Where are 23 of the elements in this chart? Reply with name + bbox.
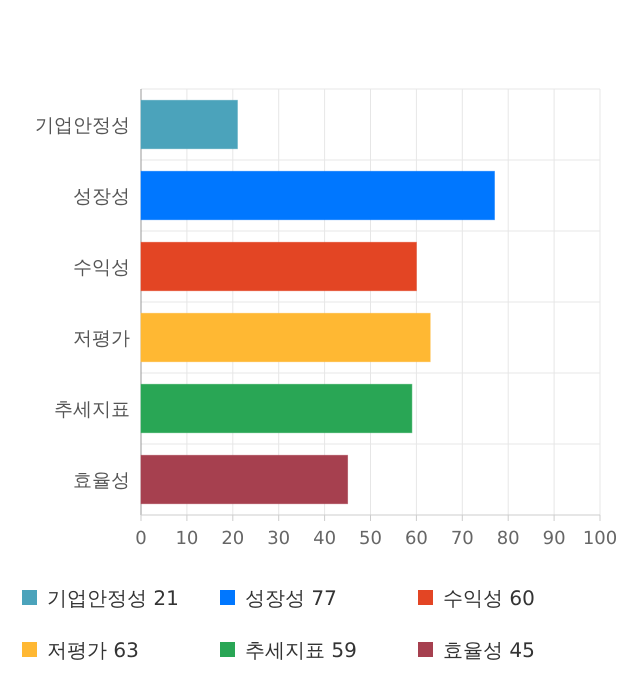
x-tick-label: 70 — [450, 528, 474, 549]
legend-label: 효율성 45 — [443, 638, 535, 662]
x-tick-label: 0 — [135, 528, 147, 549]
x-tick-label: 10 — [175, 528, 198, 549]
legend-label: 저평가 63 — [47, 638, 139, 662]
x-tick-label: 20 — [221, 528, 244, 549]
legend-label: 기업안정성 21 — [47, 586, 179, 610]
x-tick-label: 30 — [267, 528, 290, 549]
legend-label: 추세지표 59 — [245, 638, 357, 662]
x-tick-label: 40 — [313, 528, 336, 549]
x-tick-label: 60 — [404, 528, 428, 549]
y-tick-label: 성장성 — [73, 186, 130, 208]
y-tick-label: 저평가 — [73, 328, 130, 350]
x-tick-label: 80 — [496, 528, 520, 549]
y-tick-label: 추세지표 — [54, 398, 130, 420]
y-tick-label: 수익성 — [73, 256, 130, 278]
x-tick-label: 100 — [582, 528, 618, 549]
legend-label: 수익성 60 — [443, 586, 535, 610]
x-tick-label: 90 — [542, 528, 566, 549]
x-tick-label: 50 — [359, 528, 382, 549]
y-tick-label: 기업안정성 — [35, 114, 130, 136]
legend-label: 성장성 77 — [245, 586, 337, 610]
y-tick-label: 효율성 — [73, 470, 130, 492]
